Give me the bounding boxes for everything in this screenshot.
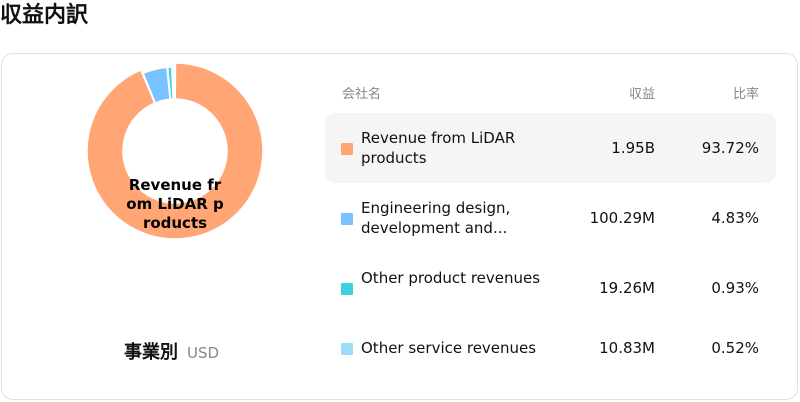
row-revenue: 1.95B [611,139,655,157]
row-name: Other product revenues [361,269,541,287]
row-name: Engineering design, development and... [361,199,511,237]
legend-swatch [341,143,353,155]
header-company: 会社名 [342,87,382,102]
donut-center-label: Revenue from LiDAR products [126,176,224,232]
currency-label: USD [187,344,220,362]
slice-lidar-products[interactable] [86,62,264,240]
table-row[interactable]: Other product revenues 19.26M 0.93% [325,253,776,323]
slice-other-service[interactable] [171,66,176,100]
row-ratio: 0.52% [711,339,759,357]
header-revenue: 収益 [628,87,655,102]
row-ratio: 93.72% [701,139,759,157]
row-revenue: 100.29M [589,209,655,227]
donut-chart [86,62,264,240]
table-row[interactable]: Engineering design, development and... 1… [325,183,776,253]
row-revenue: 10.83M [599,339,655,357]
table-row[interactable]: Other service revenues 10.83M 0.52% [325,313,776,383]
row-name: Other service revenues [361,339,537,357]
legend-swatch [341,283,353,295]
row-ratio: 0.93% [711,279,759,297]
chart-caption: 事業別 USD [124,338,220,363]
legend-swatch [341,343,353,355]
table-row[interactable]: Revenue from LiDAR products 1.95B 93.72% [325,113,776,183]
legend-swatch [341,213,353,225]
row-name: Revenue from LiDAR products [361,129,516,167]
page-title: 収益内訳 [0,3,89,28]
row-revenue: 19.26M [599,279,655,297]
segment-type-label: 事業別 [124,342,178,363]
header-ratio: 比率 [732,87,759,102]
row-ratio: 4.83% [711,209,759,227]
donut-svg [86,62,264,240]
